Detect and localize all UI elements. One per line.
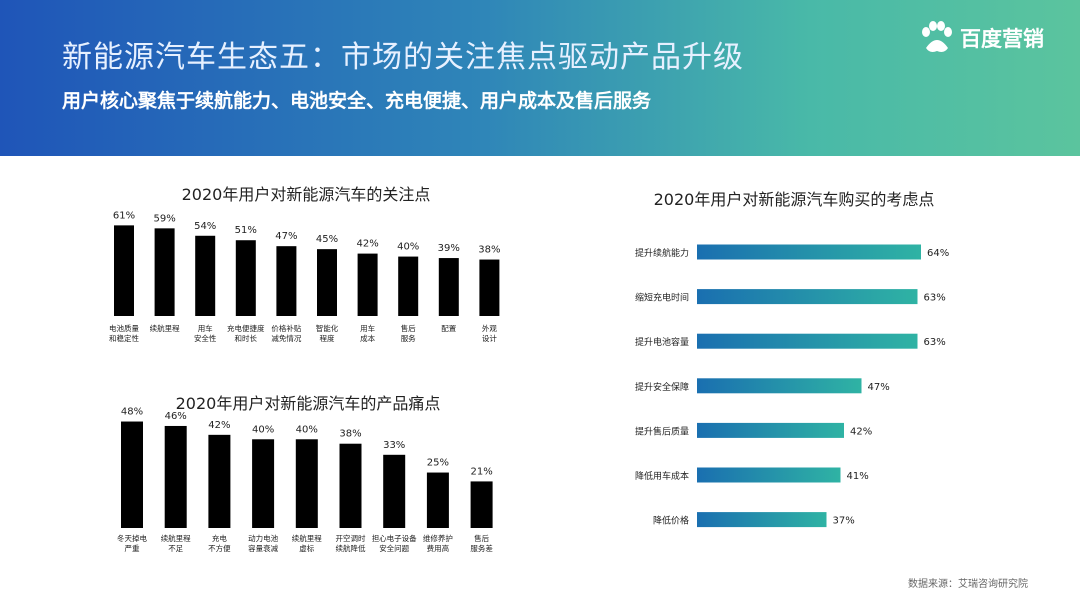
tick-label: 开空调时续航降低 (336, 533, 366, 553)
bar (426, 472, 449, 528)
tick-label: 降低价格 (653, 515, 689, 527)
data-label: 37% (833, 516, 855, 527)
bar (114, 225, 134, 316)
tick-label: 价格补贴减免情况 (271, 323, 301, 343)
tick-label: 智能化程度 (316, 323, 339, 343)
focus-points-chart: 2020年用户对新能源汽车的关注点 61% 电池质量和稳定性 59% 续航里程 54% 用车… (109, 185, 501, 343)
paw-icon (922, 21, 952, 52)
data-label: 45% (316, 234, 338, 245)
tick-label: 用车安全性 (194, 323, 217, 343)
data-label: 59% (153, 213, 175, 224)
bar (398, 256, 419, 316)
bar (164, 425, 187, 528)
data-label: 63% (924, 293, 946, 304)
data-source: 数据来源：艾瑞咨询研究院 (908, 579, 1028, 590)
tick-label: 提升续航能力 (635, 247, 689, 259)
data-label: 40% (296, 424, 318, 435)
bar (697, 289, 918, 305)
logo-text: 百度营销 (960, 27, 1044, 51)
data-label: 42% (356, 239, 378, 250)
tick-label: 冬天掉电严重 (117, 533, 147, 553)
tick-label: 外观设计 (482, 323, 497, 343)
bar (697, 333, 918, 349)
data-label: 46% (165, 411, 187, 422)
bar (252, 439, 275, 528)
header-banner (0, 0, 1080, 156)
tick-label: 降低用车成本 (635, 470, 689, 482)
brand-logo: 百度营销 (918, 18, 1068, 58)
data-label: 40% (397, 242, 419, 253)
bar (235, 240, 256, 316)
bar (339, 443, 362, 528)
tick-label: 担心电子设备安全问题 (372, 533, 417, 553)
data-label: 47% (275, 231, 297, 242)
chart-title: 2020年用户对新能源汽车购买的考虑点 (654, 190, 935, 209)
data-label: 54% (194, 221, 216, 232)
bar (357, 253, 378, 316)
bar (276, 246, 297, 316)
tick-label: 提升安全保障 (635, 381, 689, 393)
bar (697, 422, 844, 438)
data-label: 38% (478, 245, 500, 256)
bar (195, 235, 216, 316)
data-label: 33% (383, 440, 405, 451)
tick-label: 售后服务 (401, 323, 416, 343)
bar (121, 421, 143, 528)
bar (479, 259, 500, 316)
data-label: 25% (427, 458, 449, 469)
bar (317, 249, 337, 316)
data-label: 21% (470, 466, 492, 477)
data-label: 63% (924, 337, 946, 348)
tick-label: 提升售后质量 (635, 425, 689, 437)
bar (697, 244, 921, 260)
tick-label: 电池质量和稳定性 (109, 323, 139, 343)
pain-points-chart: 2020年用户对新能源汽车的产品痛点 48% 冬天掉电严重 46% 续航里程不足 42% 充… (117, 394, 493, 553)
bar (470, 481, 493, 528)
data-label: 48% (121, 407, 143, 418)
tick-label: 缩短充电时间 (635, 292, 689, 304)
tick-label: 提升电池容量 (635, 336, 689, 348)
data-label: 47% (868, 382, 890, 393)
data-label: 40% (252, 424, 274, 435)
bar (208, 434, 231, 528)
tick-label: 配置 (441, 324, 456, 333)
tick-label: 续航里程不足 (161, 533, 191, 553)
data-label: 38% (339, 429, 361, 440)
chart-title: 2020年用户对新能源汽车的关注点 (182, 185, 431, 204)
data-label: 61% (113, 210, 135, 221)
tick-label: 充电不方便 (208, 533, 231, 553)
bar (697, 378, 862, 394)
tick-label: 续航里程虚标 (292, 533, 322, 553)
data-label: 39% (438, 243, 460, 254)
tick-label: 充电便捷度和时长 (227, 323, 265, 343)
tick-label: 动力电池容量衰减 (248, 533, 278, 553)
bar (697, 512, 827, 528)
bar (438, 258, 459, 316)
data-label: 51% (235, 225, 257, 236)
page-title: 新能源汽车生态五：市场的关注焦点驱动产品升级 (62, 40, 744, 75)
data-label: 64% (927, 248, 949, 259)
page-subtitle: 用户核心聚焦于续航能力、电池安全、充电便捷、用户成本及售后服务 (62, 90, 652, 112)
bar (295, 439, 318, 528)
tick-label: 维修养护费用高 (423, 533, 453, 553)
bar (383, 454, 406, 528)
data-label: 42% (208, 420, 230, 431)
tick-label: 用车成本 (360, 323, 375, 343)
data-label: 42% (850, 426, 872, 437)
chart-title: 2020年用户对新能源汽车的产品痛点 (176, 394, 441, 413)
bar (697, 467, 841, 483)
bar (154, 228, 175, 316)
tick-label: 续航里程 (150, 323, 180, 333)
data-label: 41% (847, 471, 869, 482)
tick-label: 售后服务差 (470, 533, 493, 553)
